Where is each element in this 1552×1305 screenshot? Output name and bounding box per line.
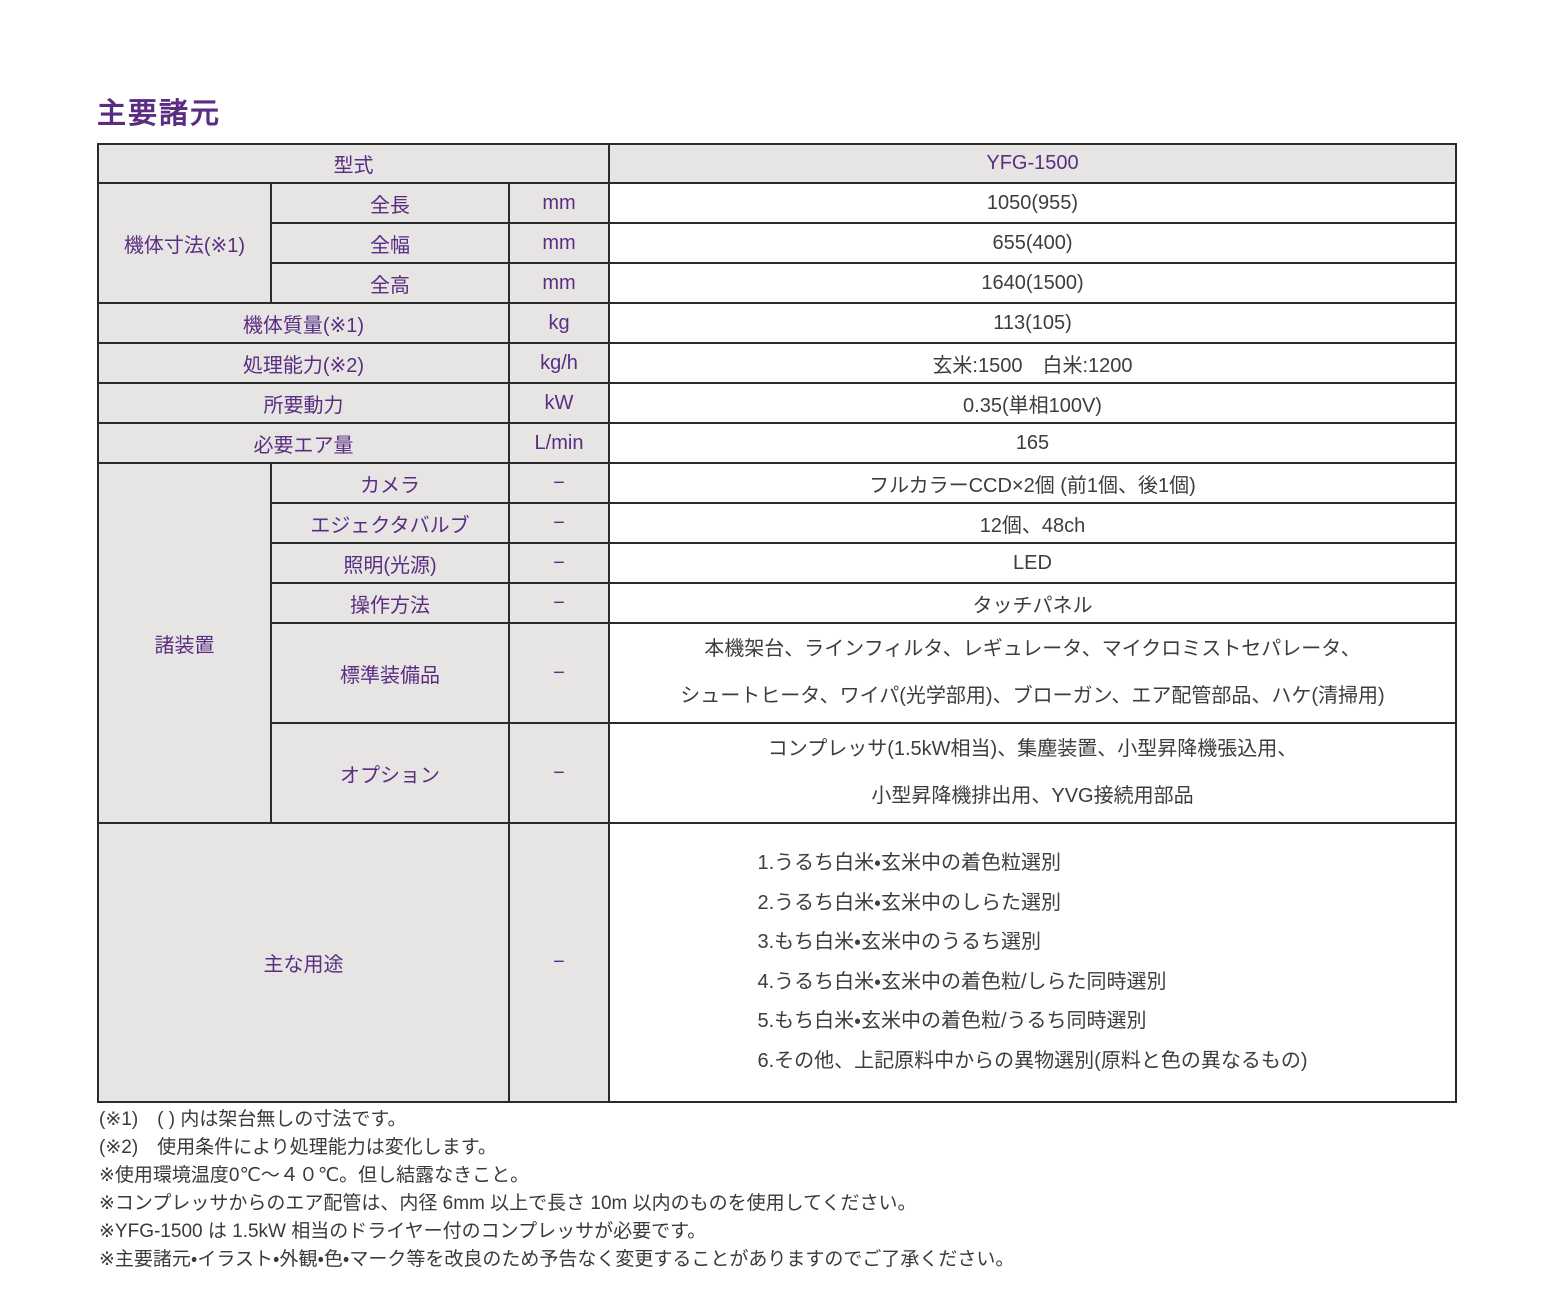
row-lighting: 照明(光源) − LED xyxy=(98,542,1457,584)
camera-label: カメラ xyxy=(270,462,510,504)
model-label: 型式 xyxy=(97,143,610,184)
air-unit: L/min xyxy=(508,422,610,464)
row-control: 操作方法 − タッチパネル xyxy=(98,582,1457,624)
width-label: 全幅 xyxy=(270,222,510,264)
standard-equipment-unit: − xyxy=(508,622,610,724)
row-power: 所要動力 kW 0.35(単相100V) xyxy=(97,382,1457,424)
capacity-label: 処理能力(※2) xyxy=(97,342,510,384)
capacity-unit: kg/h xyxy=(508,342,610,384)
options-label: オプション xyxy=(270,722,510,824)
row-model: 型式 YFG-1500 xyxy=(97,143,1457,184)
row-ejector: エジェクタバルブ − 12個、48ch xyxy=(98,502,1457,544)
row-length: 機体寸法(※1) 全長 mm 1050(955) xyxy=(97,182,1457,304)
lighting-label: 照明(光源) xyxy=(270,542,510,584)
standard-equipment-line-1: 本機架台、ラインフィルタ、レギュレータ、マイクロミストセパレータ、 xyxy=(704,638,1361,660)
row-width: 全幅 mm 655(400) xyxy=(98,222,1457,264)
spec-table: 型式 YFG-1500 機体寸法(※1) 全長 mm 1050(955) 全幅 … xyxy=(97,143,1457,1103)
lighting-value: LED xyxy=(608,542,1457,584)
capacity-value: 玄米:1500 白米:1200 xyxy=(608,342,1457,384)
usage-item-4: 4.うるち白米・玄米中の着色粒/しらた同時選別 xyxy=(757,970,1167,993)
air-value: 165 xyxy=(608,422,1457,464)
footnote-1: (※1) ( ) 内は架台無しの寸法です。 xyxy=(99,1109,407,1130)
lighting-unit: − xyxy=(508,542,610,584)
options-unit: − xyxy=(508,722,610,824)
row-weight: 機体質量(※1) kg 113(105) xyxy=(97,302,1457,344)
usage-item-3: 3.もち白米・玄米中のうるち選別 xyxy=(757,931,1041,953)
weight-unit: kg xyxy=(508,302,610,344)
main-usage-value: 1.うるち白米・玄米中の着色粒選別 2.うるち白米・玄米中のしらた選別 3.もち… xyxy=(608,822,1457,1103)
length-unit: mm xyxy=(508,182,610,224)
usage-list: 1.うるち白米・玄米中の着色粒選別 2.うるち白米・玄米中のしらた選別 3.もち… xyxy=(758,844,1308,1081)
usage-item-1: 1.うるち白米・玄米中の着色粒選別 xyxy=(757,852,1061,874)
power-value: 0.35(単相100V) xyxy=(608,382,1457,424)
ejector-value: 12個、48ch xyxy=(608,502,1457,544)
power-label: 所要動力 xyxy=(97,382,510,424)
length-value: 1050(955) xyxy=(608,182,1457,224)
row-main-usage: 主な用途 − 1.うるち白米・玄米中の着色粒選別 2.うるち白米・玄米中のしらた… xyxy=(97,822,1457,1103)
control-value: タッチパネル xyxy=(608,582,1457,624)
usage-item-5: 5.もち白米・玄米中の着色粒/うるち同時選別 xyxy=(757,1010,1147,1032)
row-air: 必要エア量 L/min 165 xyxy=(97,422,1457,464)
ejector-unit: − xyxy=(508,502,610,544)
footnote-2: (※2) 使用条件により処理能力は変化します。 xyxy=(99,1137,497,1158)
air-label: 必要エア量 xyxy=(97,422,510,464)
footnote-3: ※使用環境温度0℃～４０℃。但し結露なきこと。 xyxy=(99,1165,530,1186)
usage-item-6: 6.その他、上記原料中からの異物選別(原料と色の異なるもの) xyxy=(757,1049,1308,1072)
standard-equipment-label: 標準装備品 xyxy=(270,622,510,724)
standard-equipment-line-2: シュートヒータ、ワイパ(光学部用)、ブローガン、エア配管部品、ハケ(清掃用) xyxy=(680,685,1385,707)
width-unit: mm xyxy=(508,222,610,264)
row-options: オプション − コンプレッサ(1.5kW相当)、集塵装置、小型昇降機張込用、 小… xyxy=(98,722,1457,824)
options-line-1: コンプレッサ(1.5kW相当)、集塵装置、小型昇降機張込用、 xyxy=(767,738,1298,760)
weight-label: 機体質量(※1) xyxy=(97,302,510,344)
weight-value: 113(105) xyxy=(608,302,1457,344)
footnote-4: ※コンプレッサからのエア配管は、内径 6mm 以上で長さ 10m 以内のものを使… xyxy=(99,1193,917,1214)
dimensions-group-label: 機体寸法(※1) xyxy=(97,182,272,304)
row-height: 全高 mm 1640(1500) xyxy=(98,262,1457,304)
model-value: YFG-1500 xyxy=(608,143,1457,184)
row-capacity: 処理能力(※2) kg/h 玄米:1500 白米:1200 xyxy=(97,342,1457,384)
camera-unit: − xyxy=(508,462,610,504)
row-camera: 諸装置 カメラ − フルカラーCCD×2個 (前1個、後1個) xyxy=(97,462,1457,824)
length-label: 全長 xyxy=(270,182,510,224)
page-title: 主要諸元 xyxy=(97,98,222,130)
height-unit: mm xyxy=(508,262,610,304)
usage-item-2: 2.うるち白米・玄米中のしらた選別 xyxy=(757,891,1061,914)
main-usage-unit: − xyxy=(508,822,610,1103)
options-value: コンプレッサ(1.5kW相当)、集塵装置、小型昇降機張込用、 小型昇降機排出用、… xyxy=(608,722,1457,824)
camera-value: フルカラーCCD×2個 (前1個、後1個) xyxy=(608,462,1457,504)
power-unit: kW xyxy=(508,382,610,424)
height-value: 1640(1500) xyxy=(608,262,1457,304)
row-standard-equipment: 標準装備品 − 本機架台、ラインフィルタ、レギュレータ、マイクロミストセパレータ… xyxy=(98,622,1457,724)
devices-group-label: 諸装置 xyxy=(97,462,272,824)
control-label: 操作方法 xyxy=(270,582,510,624)
height-label: 全高 xyxy=(270,262,510,304)
footnote-6: ※主要諸元・イラスト・外観・色・マーク等を改良のため予告なく変更することがありま… xyxy=(99,1249,1015,1270)
footnote-5: ※YFG-1500 は 1.5kW 相当のドライヤー付のコンプレッサが必要です。 xyxy=(99,1221,707,1242)
ejector-label: エジェクタバルブ xyxy=(270,502,510,544)
standard-equipment-value: 本機架台、ラインフィルタ、レギュレータ、マイクロミストセパレータ、 シュートヒー… xyxy=(608,622,1457,724)
options-line-2: 小型昇降機排出用、YVG接続用部品 xyxy=(871,785,1194,807)
footnotes: (※1) ( ) 内は架台無しの寸法です。 (※2) 使用条件により処理能力は変… xyxy=(99,1106,1014,1274)
control-unit: − xyxy=(508,582,610,624)
main-usage-label: 主な用途 xyxy=(97,822,510,1103)
width-value: 655(400) xyxy=(608,222,1457,264)
